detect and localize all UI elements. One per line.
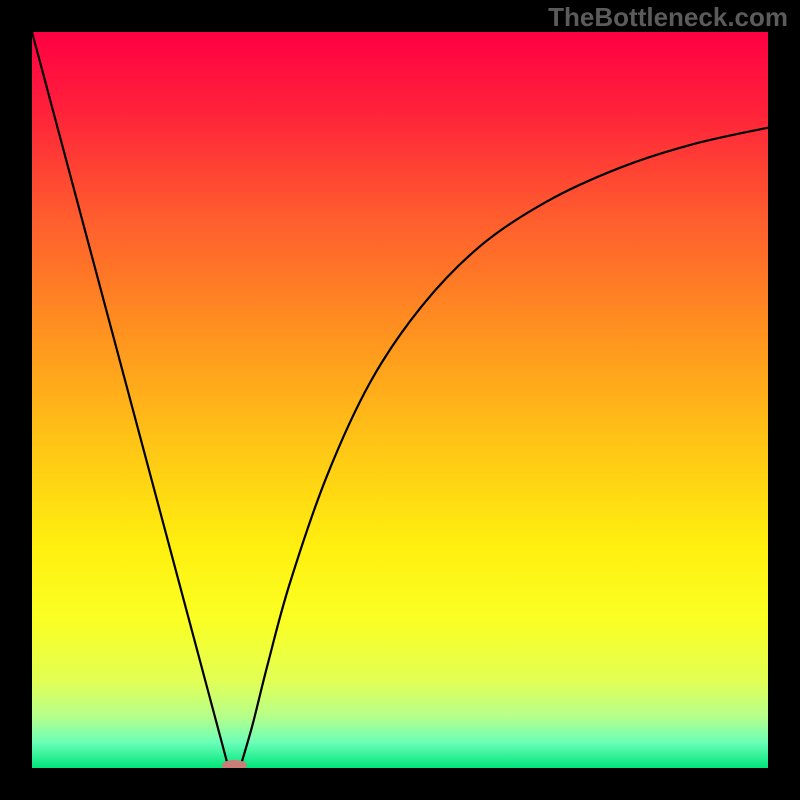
plot-background: [32, 32, 768, 768]
bottleneck-chart: [0, 0, 800, 800]
frame-left: [0, 0, 32, 800]
frame-bottom: [0, 768, 800, 800]
watermark-text: TheBottleneck.com: [548, 2, 788, 33]
frame-right: [768, 0, 800, 800]
